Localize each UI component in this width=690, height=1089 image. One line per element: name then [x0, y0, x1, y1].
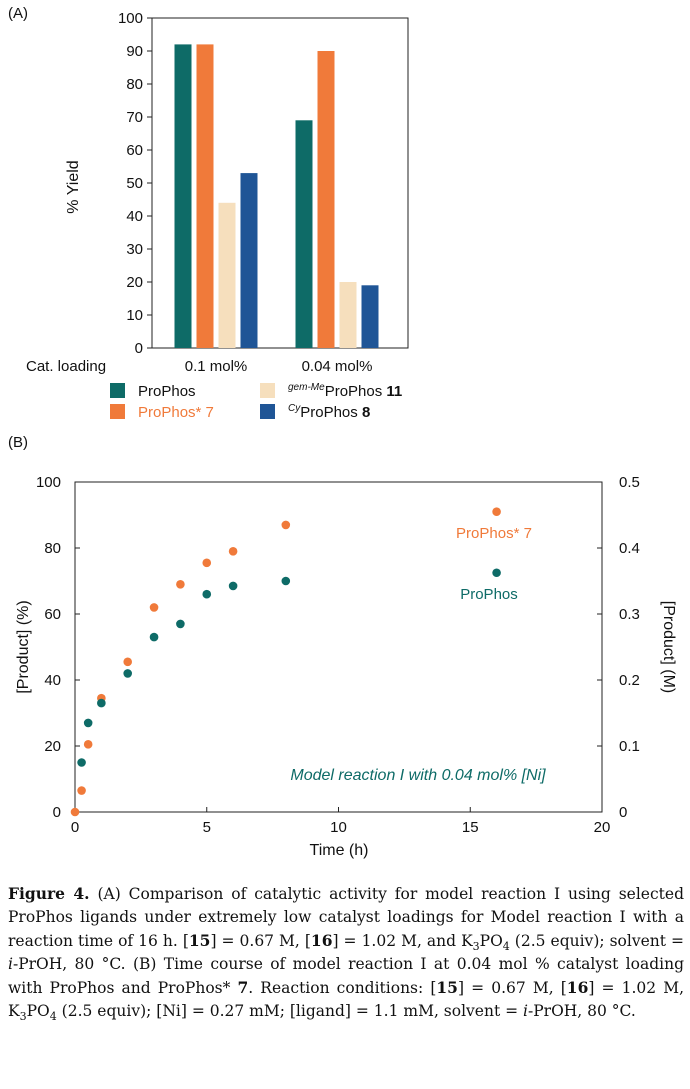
panel-a-y-tick-label: 20: [126, 274, 143, 291]
legend-label: gem-MeProPhos 11: [288, 382, 402, 400]
data-point: [202, 558, 212, 568]
panel-a-y-tick-label: 70: [126, 109, 143, 126]
panel-b-y-axis-title: [Product] (%): [15, 600, 32, 693]
panel-b-points: [70, 507, 501, 817]
panel-b-y-tick-label: 0: [53, 804, 61, 821]
bar: [339, 282, 357, 348]
panel-b-right-tick-label: 0.2: [619, 672, 640, 689]
data-point: [123, 657, 132, 667]
panel-a-legend: ProPhos ProPhos* 7 gem-MeProPhos 11 CyProPh…: [110, 382, 402, 421]
data-point: [228, 581, 238, 591]
bar: [361, 285, 379, 348]
data-point: [77, 758, 86, 767]
bar: [295, 120, 313, 348]
panel-b-axes: 0 20 40 60 80 100 0 0.1 0.2 0.3 0.4 0.5 0 5 10 15 20: [36, 474, 640, 836]
figure-caption: Figure 4. (A) Comparison of catalytic ac…: [8, 884, 685, 1024]
panel-a-category-label: 0.04 mol%: [302, 358, 373, 375]
data-point: [492, 568, 501, 578]
panel-a-y-tick-label: 0: [135, 340, 143, 357]
panel-a-x-axis-title: Cat. loading: [26, 358, 106, 375]
panel-a-categories: 0.1 mol% 0.04 mol%: [185, 358, 373, 375]
panel-b-y-tick-label: 100: [36, 474, 61, 491]
panel-a-y-tick-label: 90: [126, 43, 143, 60]
panel-a-bars: [174, 44, 379, 349]
panel-a-y-tick-label: 10: [126, 307, 143, 324]
panel-a-y-tick-label: 50: [126, 175, 143, 192]
panel-b-x-tick-label: 15: [462, 819, 479, 836]
bar: [174, 44, 192, 349]
data-point: [77, 786, 86, 795]
panel-a-y-tick-label: 30: [126, 241, 143, 258]
data-point: [83, 740, 93, 749]
data-point: [281, 576, 291, 586]
bar: [196, 44, 214, 349]
legend-label: ProPhos* 7: [138, 404, 214, 421]
panel-b-right-tick-label: 0.3: [619, 606, 640, 623]
series-label-prophos-star: ProPhos* 7: [456, 525, 532, 542]
panel-a-y-axis: 0 10 20 30 40 50 60 70 80 90 100: [118, 10, 152, 357]
panel-b-y-tick-label: 40: [44, 672, 61, 689]
legend-label: CyProPhos 8: [288, 403, 370, 421]
legend-swatch: [260, 383, 275, 398]
panel-b-x-tick-label: 10: [330, 819, 347, 836]
data-point: [149, 603, 159, 612]
data-point: [123, 669, 132, 678]
panel-b-y-tick-label: 60: [44, 606, 61, 623]
panel-b-x-tick-label: 5: [203, 819, 211, 836]
data-point: [176, 619, 185, 629]
panel-a-label: (A): [8, 5, 28, 22]
data-point: [492, 507, 501, 516]
data-point: [176, 580, 185, 589]
legend-label: ProPhos: [138, 383, 196, 400]
panel-b-right-tick-label: 0.4: [619, 540, 640, 557]
panel-b-right-tick-label: 0.5: [619, 474, 640, 491]
panel-b-right-tick-label: 0.1: [619, 738, 640, 755]
panel-b-y-tick-label: 20: [44, 738, 61, 755]
bar: [240, 173, 258, 348]
panel-b-annotation: Model reaction I with 0.04 mol% [Ni]: [290, 767, 546, 784]
legend-swatch: [110, 383, 125, 398]
panel-b-right-tick-label: 0: [619, 804, 627, 821]
data-point: [97, 698, 106, 708]
panel-b-label: (B): [8, 434, 28, 451]
data-point: [228, 547, 238, 556]
panel-b-x-axis-title: Time (h): [310, 842, 369, 859]
panel-a-y-tick-label: 100: [118, 10, 143, 27]
panel-a-y-tick-label: 40: [126, 208, 143, 225]
data-point: [70, 807, 80, 817]
legend-swatch: [260, 404, 275, 419]
legend-swatch: [110, 404, 125, 419]
data-point: [149, 632, 159, 642]
panel-b-x-tick-label: 0: [71, 819, 79, 836]
data-point: [281, 520, 291, 530]
bar: [317, 51, 335, 348]
data-point: [202, 589, 212, 599]
panel-b-y-tick-label: 80: [44, 540, 61, 557]
panel-b-x-tick-label: 20: [594, 819, 611, 836]
data-point: [83, 718, 93, 728]
series-label-prophos: ProPhos: [460, 586, 518, 603]
caption-figure-label: Figure 4.: [8, 884, 90, 903]
panel-a-y-tick-label: 60: [126, 142, 143, 159]
bar: [218, 202, 236, 348]
panel-a-y-tick-label: 80: [126, 76, 143, 93]
panel-a-y-axis-title: % Yield: [65, 160, 82, 213]
panel-a-category-label: 0.1 mol%: [185, 358, 248, 375]
panel-b-right-y-axis-title: [Product] (M): [660, 601, 677, 693]
